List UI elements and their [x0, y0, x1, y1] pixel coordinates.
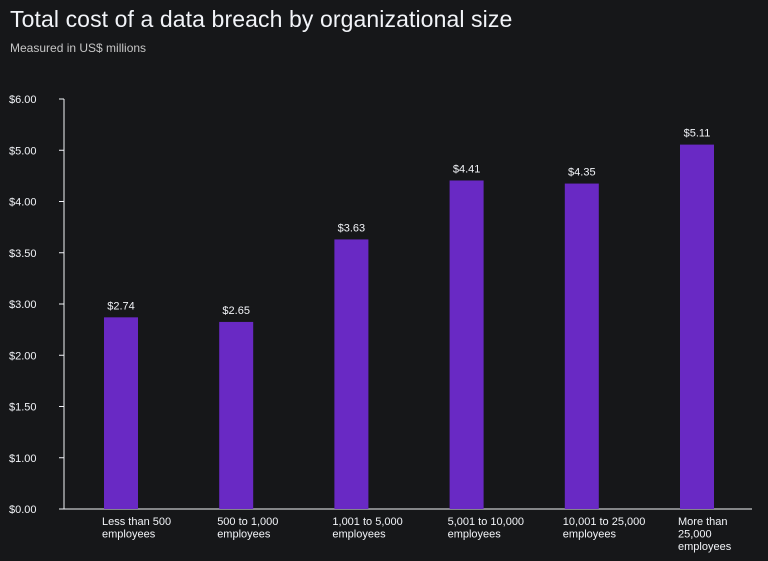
bar [219, 321, 254, 509]
data-label: $5.11 [684, 128, 711, 140]
y-tick-label: $0.00 [9, 504, 37, 516]
data-label: $2.74 [107, 300, 135, 312]
data-label: $4.35 [568, 167, 596, 179]
y-tick-label: $5.00 [9, 145, 37, 157]
x-category-label: 10,001 to 25,000 employees [563, 516, 646, 541]
data-label: $4.41 [453, 163, 481, 175]
y-tick-label: $3.00 [9, 299, 37, 311]
bar [334, 239, 369, 510]
data-label: $2.65 [222, 305, 250, 317]
x-category-label: 5,001 to 10,000 employees [448, 516, 524, 541]
x-category-label: 1,001 to 5,000 employees [332, 516, 402, 541]
y-tick-label: $2.00 [9, 350, 37, 362]
bar [104, 317, 138, 509]
y-tick-label: $1.00 [9, 453, 37, 465]
chart-title: Total cost of a data breach by organizat… [10, 6, 513, 32]
y-tick-label: $6.00 [9, 94, 37, 106]
y-tick-label: $4.00 [9, 197, 37, 209]
chart-subtitle: Measured in US$ millions [10, 41, 147, 55]
bar [680, 144, 714, 510]
x-category-label: More than 25,000 employees [678, 516, 732, 553]
x-category-label: 500 to 1,000 employees [217, 516, 278, 541]
x-category-label: Less than 500 employees [102, 516, 171, 541]
bar [564, 183, 599, 509]
y-tick-label: $3.50 [9, 248, 37, 260]
data-label: $3.63 [338, 222, 366, 234]
bar [449, 180, 484, 510]
y-tick-label: $1.50 [9, 402, 37, 414]
